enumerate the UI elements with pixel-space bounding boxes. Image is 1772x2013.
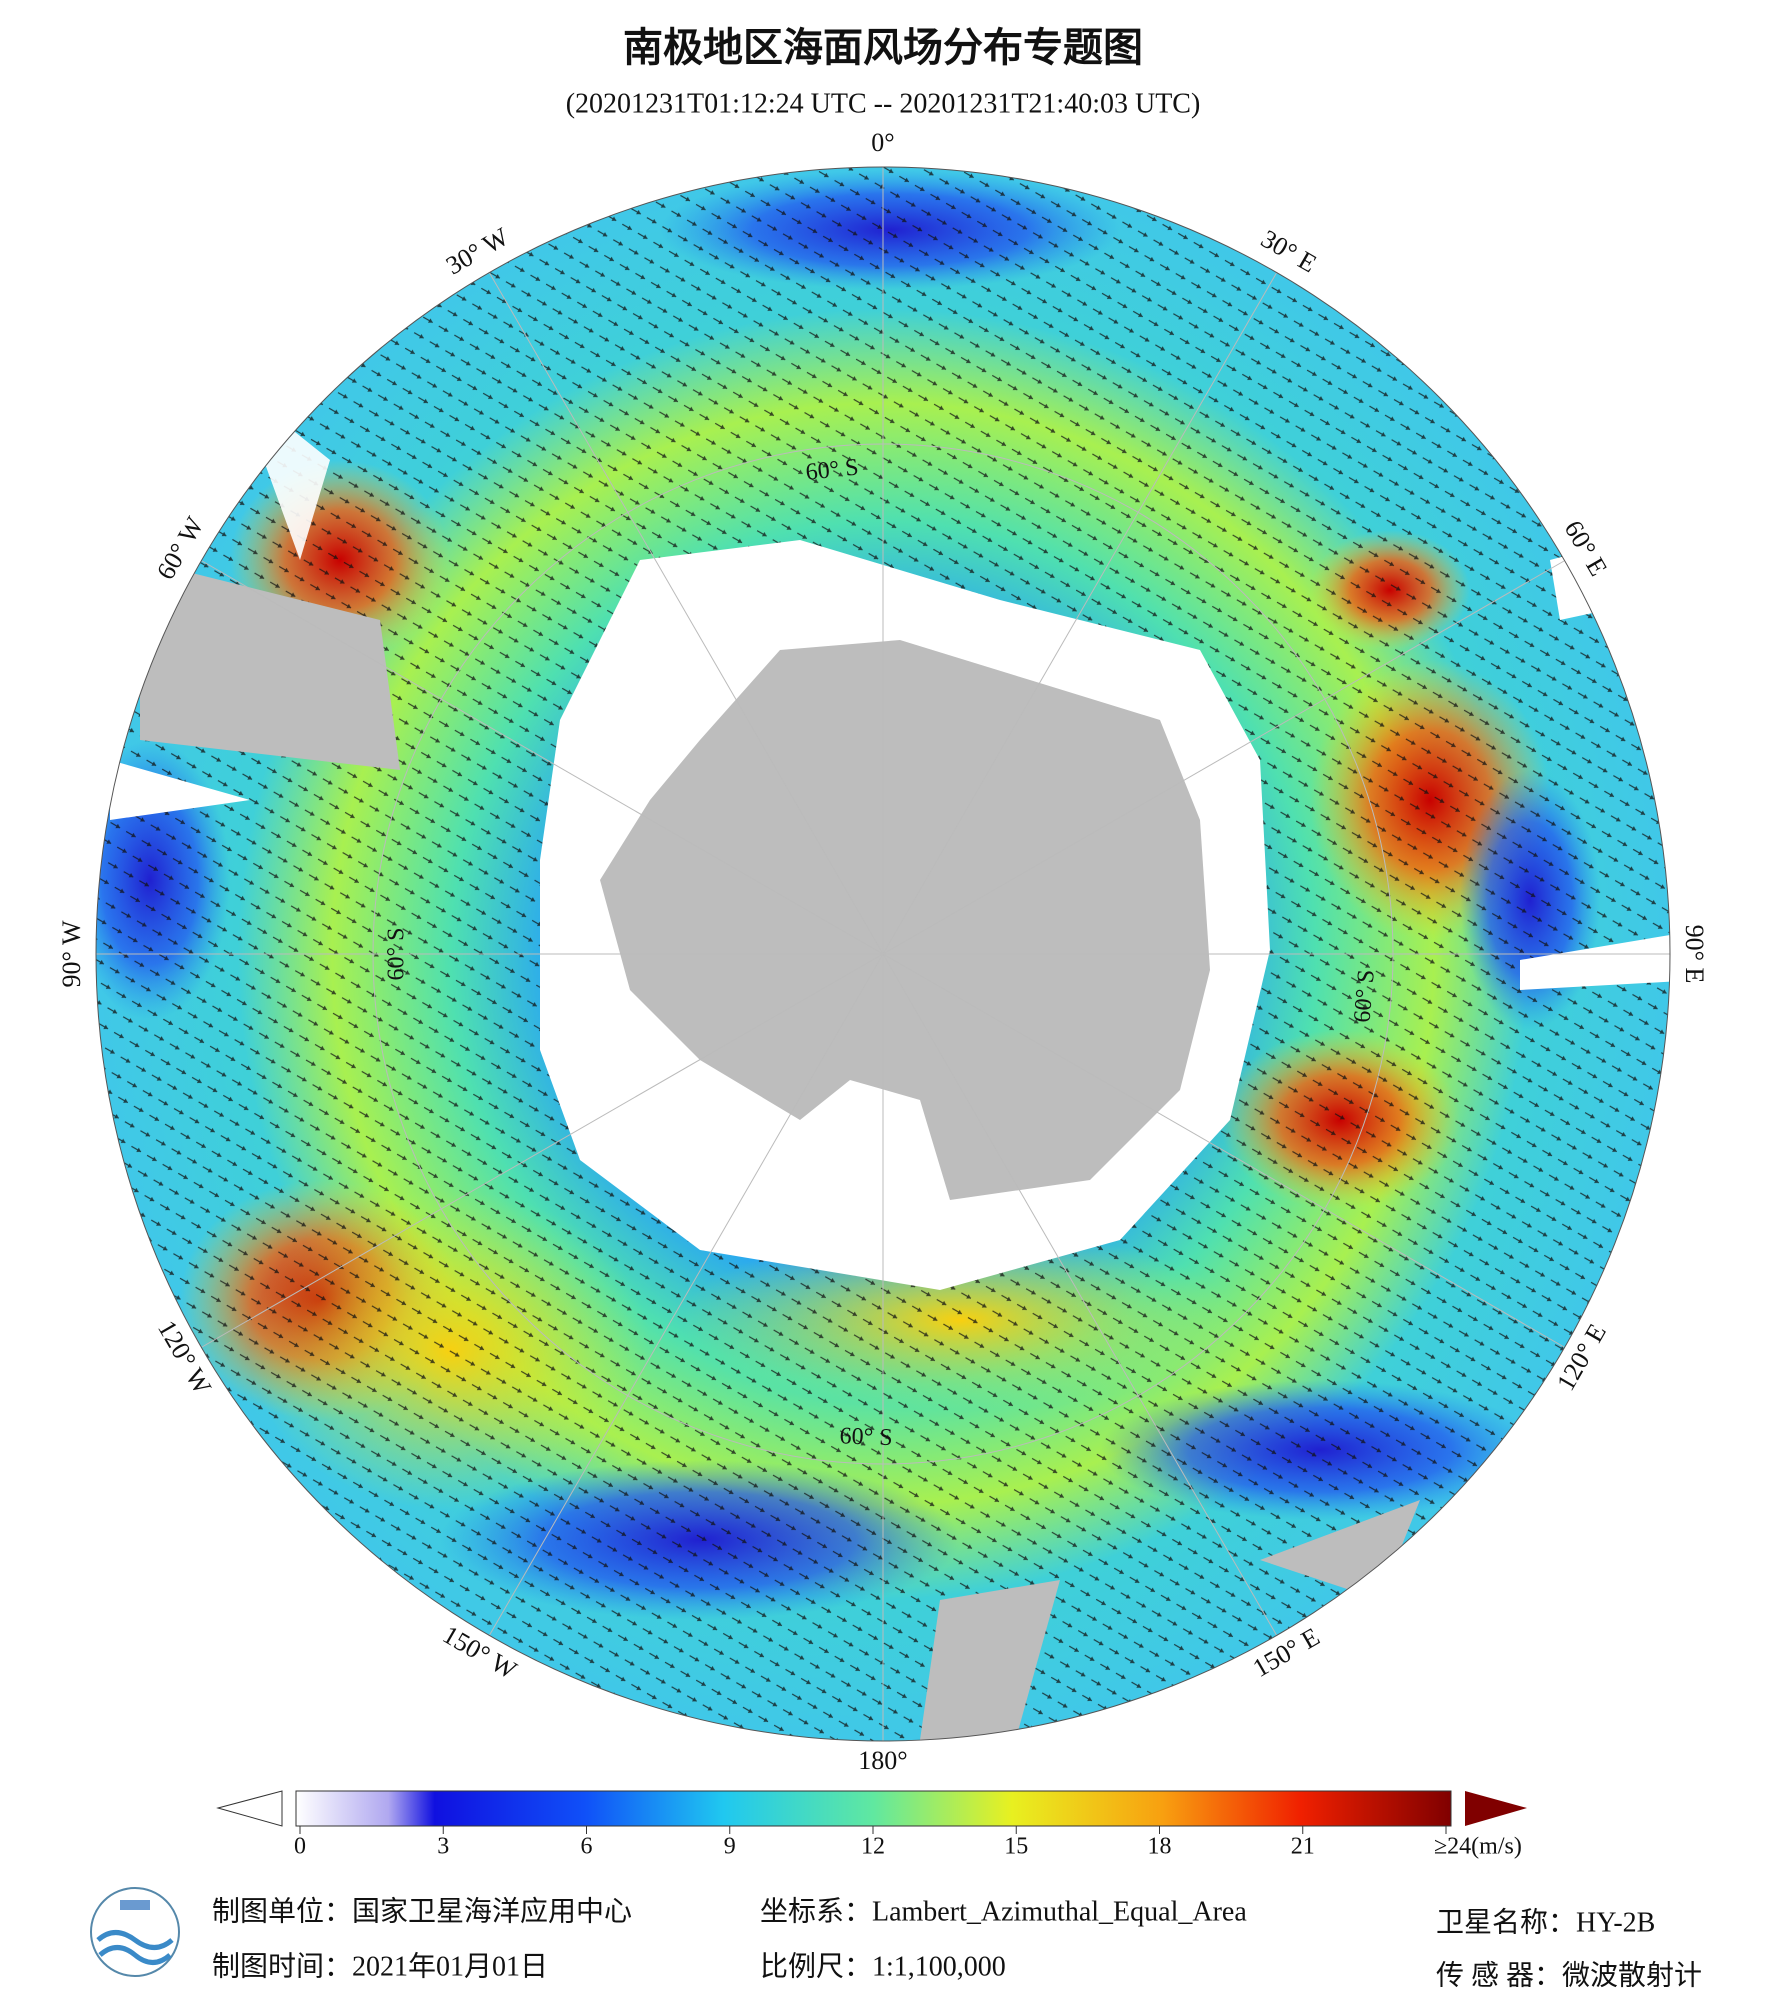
colorbar-tick-label: ≥24(m/s)	[1434, 1834, 1522, 1860]
footer-sensor: 传 感 器：微波散射计	[1436, 1959, 1702, 1991]
colorbar-tick-label: 6	[581, 1834, 593, 1860]
footer-projection: 坐标系：Lambert_Azimuthal_Equal_Area	[760, 1895, 1247, 1927]
latitude-label: 60° S	[1349, 969, 1380, 1024]
latitude-label: 60° S	[839, 1423, 893, 1451]
colorbar-tick-label: 18	[1148, 1834, 1172, 1860]
colorbar-tick-label: 12	[861, 1834, 885, 1860]
colorbar-tick-label: 15	[1004, 1834, 1028, 1860]
colorbar-tick-label: 21	[1291, 1834, 1315, 1860]
colorbar: 0 3 6 9 12 15 18 21 ≥24(m/s)	[216, 1790, 1527, 1860]
antarctica	[600, 640, 1210, 1200]
latitude-labels: 60° S 60° S 60° S 60° S	[384, 454, 1380, 1451]
longitude-label: 180°	[858, 1746, 907, 1775]
graticule	[96, 167, 1670, 1741]
latitude-label: 60° S	[804, 454, 859, 485]
colorbar-ramp	[295, 1790, 1452, 1827]
footer-satellite: 卫星名称：HY-2B	[1436, 1906, 1655, 1938]
colorbar-tick-label: 0	[294, 1834, 306, 1860]
footer-date: 制图时间：2021年01月01日	[212, 1950, 548, 1982]
longitude-label: 0°	[871, 128, 894, 157]
map-border	[95, 166, 1671, 1742]
latitude-label: 60° S	[384, 928, 410, 981]
longitude-label: 90° E	[1680, 925, 1709, 984]
colorbar-tick-label: 9	[724, 1834, 736, 1860]
colorbar-min-arrow	[216, 1790, 283, 1827]
footer-unit: 制图单位：国家卫星海洋应用中心	[212, 1895, 632, 1927]
colorbar-max-arrow	[1465, 1791, 1527, 1826]
footer-scale: 比例尺：1:1,100,000	[760, 1950, 1006, 1982]
longitude-label: 90° W	[57, 920, 86, 987]
logo	[90, 1887, 180, 1977]
title: 南极地区海面风场分布专题图	[623, 25, 1143, 70]
colorbar-tick-label: 3	[437, 1834, 449, 1860]
subtitle: (20201231T01:12:24 UTC -- 20201231T21:40…	[566, 88, 1201, 119]
